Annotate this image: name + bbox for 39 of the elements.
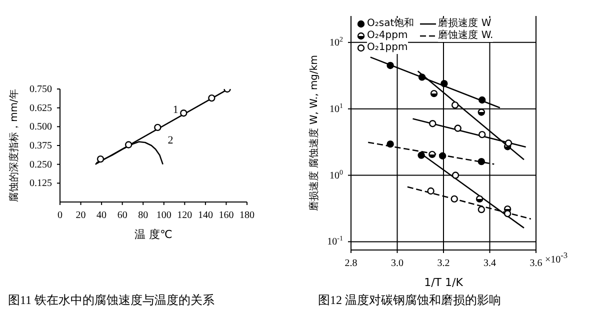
y-axis-title: 腐蚀的深度指标，mm/年 xyxy=(8,89,20,202)
legend-label: O₂1ppm xyxy=(367,42,408,54)
x-tick-label: 2.8 xyxy=(344,258,358,269)
y-tick-label: 10$^{2}$ xyxy=(330,35,344,48)
x-tick-label: 40 xyxy=(96,210,107,221)
y-tick-label: 0.250 xyxy=(30,159,52,170)
legend-label: 磨损速度 W xyxy=(438,18,492,30)
y-tick-label: 0.500 xyxy=(30,122,52,133)
x-axis-title: 温 度℃ xyxy=(134,228,172,241)
x-tick-label: 0 xyxy=(58,210,62,221)
x-tick-label: 60 xyxy=(117,210,128,221)
x-tick-label: 120 xyxy=(177,210,192,221)
y-tick-label: 0.375 xyxy=(30,140,52,152)
y-tick-label: 0.125 xyxy=(30,178,52,190)
x-tick-label: 3.6 xyxy=(530,258,542,269)
x-tick-label: 3.4 xyxy=(484,258,496,269)
y-tick-label: 0.625 xyxy=(30,102,52,114)
y-tick-label: 10$^{1}$ xyxy=(330,102,344,115)
text: ×10$^{-3}$ xyxy=(545,251,568,266)
y-tick-label: 0.750 xyxy=(30,84,52,95)
legend-label: 磨蚀速度 W. xyxy=(438,30,494,42)
x-tick-label: 3.0 xyxy=(391,258,404,269)
legend-label: O₂4ppm xyxy=(367,30,408,42)
y-axis-title: 磨损速度 腐蚀速度 W, W., mg/km xyxy=(308,55,320,211)
x-tick-label: 140 xyxy=(198,210,213,221)
x-tick-label: 3.2 xyxy=(437,258,450,269)
legend-label: O₂sat饱和 xyxy=(367,18,414,30)
y-tick-label: 10$^{0}$ xyxy=(330,168,344,182)
annotation: 1 xyxy=(172,104,178,116)
x-tick-label: 100 xyxy=(156,210,172,221)
text: 图11 铁在水中的腐蚀速度与温度的关系 xyxy=(8,292,215,309)
x-tick-label: 80 xyxy=(138,210,148,221)
y-tick-label: 10$^{-1}$ xyxy=(327,234,344,248)
annotation: 2 xyxy=(168,134,174,146)
x-tick-label: 180 xyxy=(240,210,254,221)
x-tick-label: 160 xyxy=(218,210,234,221)
x-axis-title: 1/T 1/K xyxy=(424,276,464,289)
text: 图12 温度对碳钢腐蚀和磨损的影响 xyxy=(318,292,501,309)
x-tick-label: 20 xyxy=(76,210,86,221)
